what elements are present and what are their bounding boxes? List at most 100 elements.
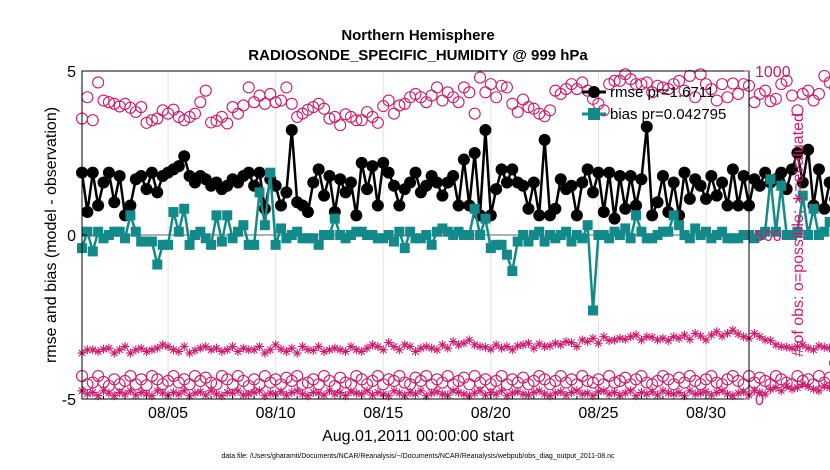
data-point [448, 337, 458, 347]
data-point [533, 209, 546, 222]
data-point [651, 79, 664, 92]
data-point [243, 239, 254, 250]
data-point [104, 343, 114, 353]
data-point [394, 388, 404, 398]
data-point [437, 389, 447, 399]
data-point [382, 94, 395, 107]
data-point [555, 230, 566, 240]
data-point [588, 333, 598, 343]
data-point [458, 230, 469, 240]
data-point [190, 345, 200, 355]
data-point [158, 340, 168, 350]
data-point [448, 386, 458, 396]
data-point [469, 203, 480, 214]
data-point [136, 387, 146, 397]
data-point [82, 226, 93, 237]
data-point [411, 389, 420, 399]
legend-rmse-marker [588, 86, 600, 98]
data-point [699, 192, 712, 205]
data-point [98, 233, 109, 244]
data-point [566, 236, 577, 247]
data-point [260, 391, 270, 401]
data-point [561, 337, 571, 347]
data-point [330, 389, 340, 399]
data-point [674, 333, 684, 343]
data-point [302, 233, 313, 244]
data-point [534, 339, 544, 349]
data-point [339, 376, 352, 389]
data-point [93, 391, 103, 401]
legend-bias-label: bias pr=0.042795 [610, 106, 726, 123]
data-point [513, 387, 523, 397]
data-point [174, 389, 184, 399]
data-point [614, 230, 625, 240]
data-point [667, 176, 680, 189]
data-point [281, 233, 292, 244]
data-point [152, 343, 162, 353]
data-point [217, 391, 227, 401]
data-point [324, 230, 335, 240]
data-point [721, 91, 734, 104]
data-point [674, 220, 685, 231]
data-point [173, 226, 184, 237]
data-point [361, 183, 374, 196]
data-point [620, 223, 631, 234]
data-point [540, 389, 550, 399]
data-point [297, 233, 308, 244]
data-point [620, 388, 630, 398]
data-point [577, 233, 588, 244]
data-point [572, 386, 582, 396]
data-point [658, 386, 668, 396]
data-point [323, 112, 336, 125]
data-point [318, 102, 331, 115]
data-point [475, 386, 485, 396]
data-point [550, 338, 560, 348]
data-point [330, 343, 340, 353]
data-point [701, 335, 711, 345]
data-point [152, 386, 162, 396]
data-point [426, 239, 437, 250]
data-point [608, 212, 621, 225]
data-point [285, 124, 298, 137]
data-point [588, 391, 598, 401]
data-point [217, 346, 227, 356]
data-point [615, 333, 625, 343]
data-point [384, 338, 394, 348]
data-point [554, 173, 567, 186]
data-point [608, 74, 621, 87]
series-layer [75, 68, 830, 401]
data-point [766, 336, 776, 346]
chart-title-line1: Northern Hemisphere [341, 27, 494, 44]
data-point [421, 230, 432, 240]
data-point [184, 239, 195, 250]
data-point [550, 388, 560, 398]
data-point [792, 226, 803, 237]
data-point [685, 334, 695, 344]
data-point [528, 230, 539, 240]
data-point [663, 336, 673, 346]
data-point [350, 209, 363, 222]
x-tick-label: 08/15 [363, 405, 403, 422]
data-point [265, 167, 276, 178]
data-point [604, 389, 614, 399]
data-point [770, 226, 781, 237]
data-point [152, 259, 163, 270]
data-point [201, 342, 211, 352]
data-point [334, 173, 347, 186]
data-point [350, 114, 363, 127]
data-point [760, 389, 770, 399]
data-point [174, 346, 184, 356]
data-point [814, 386, 824, 396]
chart-title-line2: RADIOSONDE_SPECIFIC_HUMIDITY @ 999 hPa [248, 47, 588, 64]
data-point [318, 189, 331, 202]
data-point [593, 230, 604, 240]
data-point [749, 328, 759, 338]
data-point [583, 388, 593, 398]
data-point [705, 82, 718, 96]
data-point [480, 390, 490, 400]
data-point [556, 387, 566, 397]
data-point [712, 387, 722, 397]
data-point [92, 199, 105, 212]
data-point [786, 163, 799, 176]
data-point [468, 147, 481, 159]
